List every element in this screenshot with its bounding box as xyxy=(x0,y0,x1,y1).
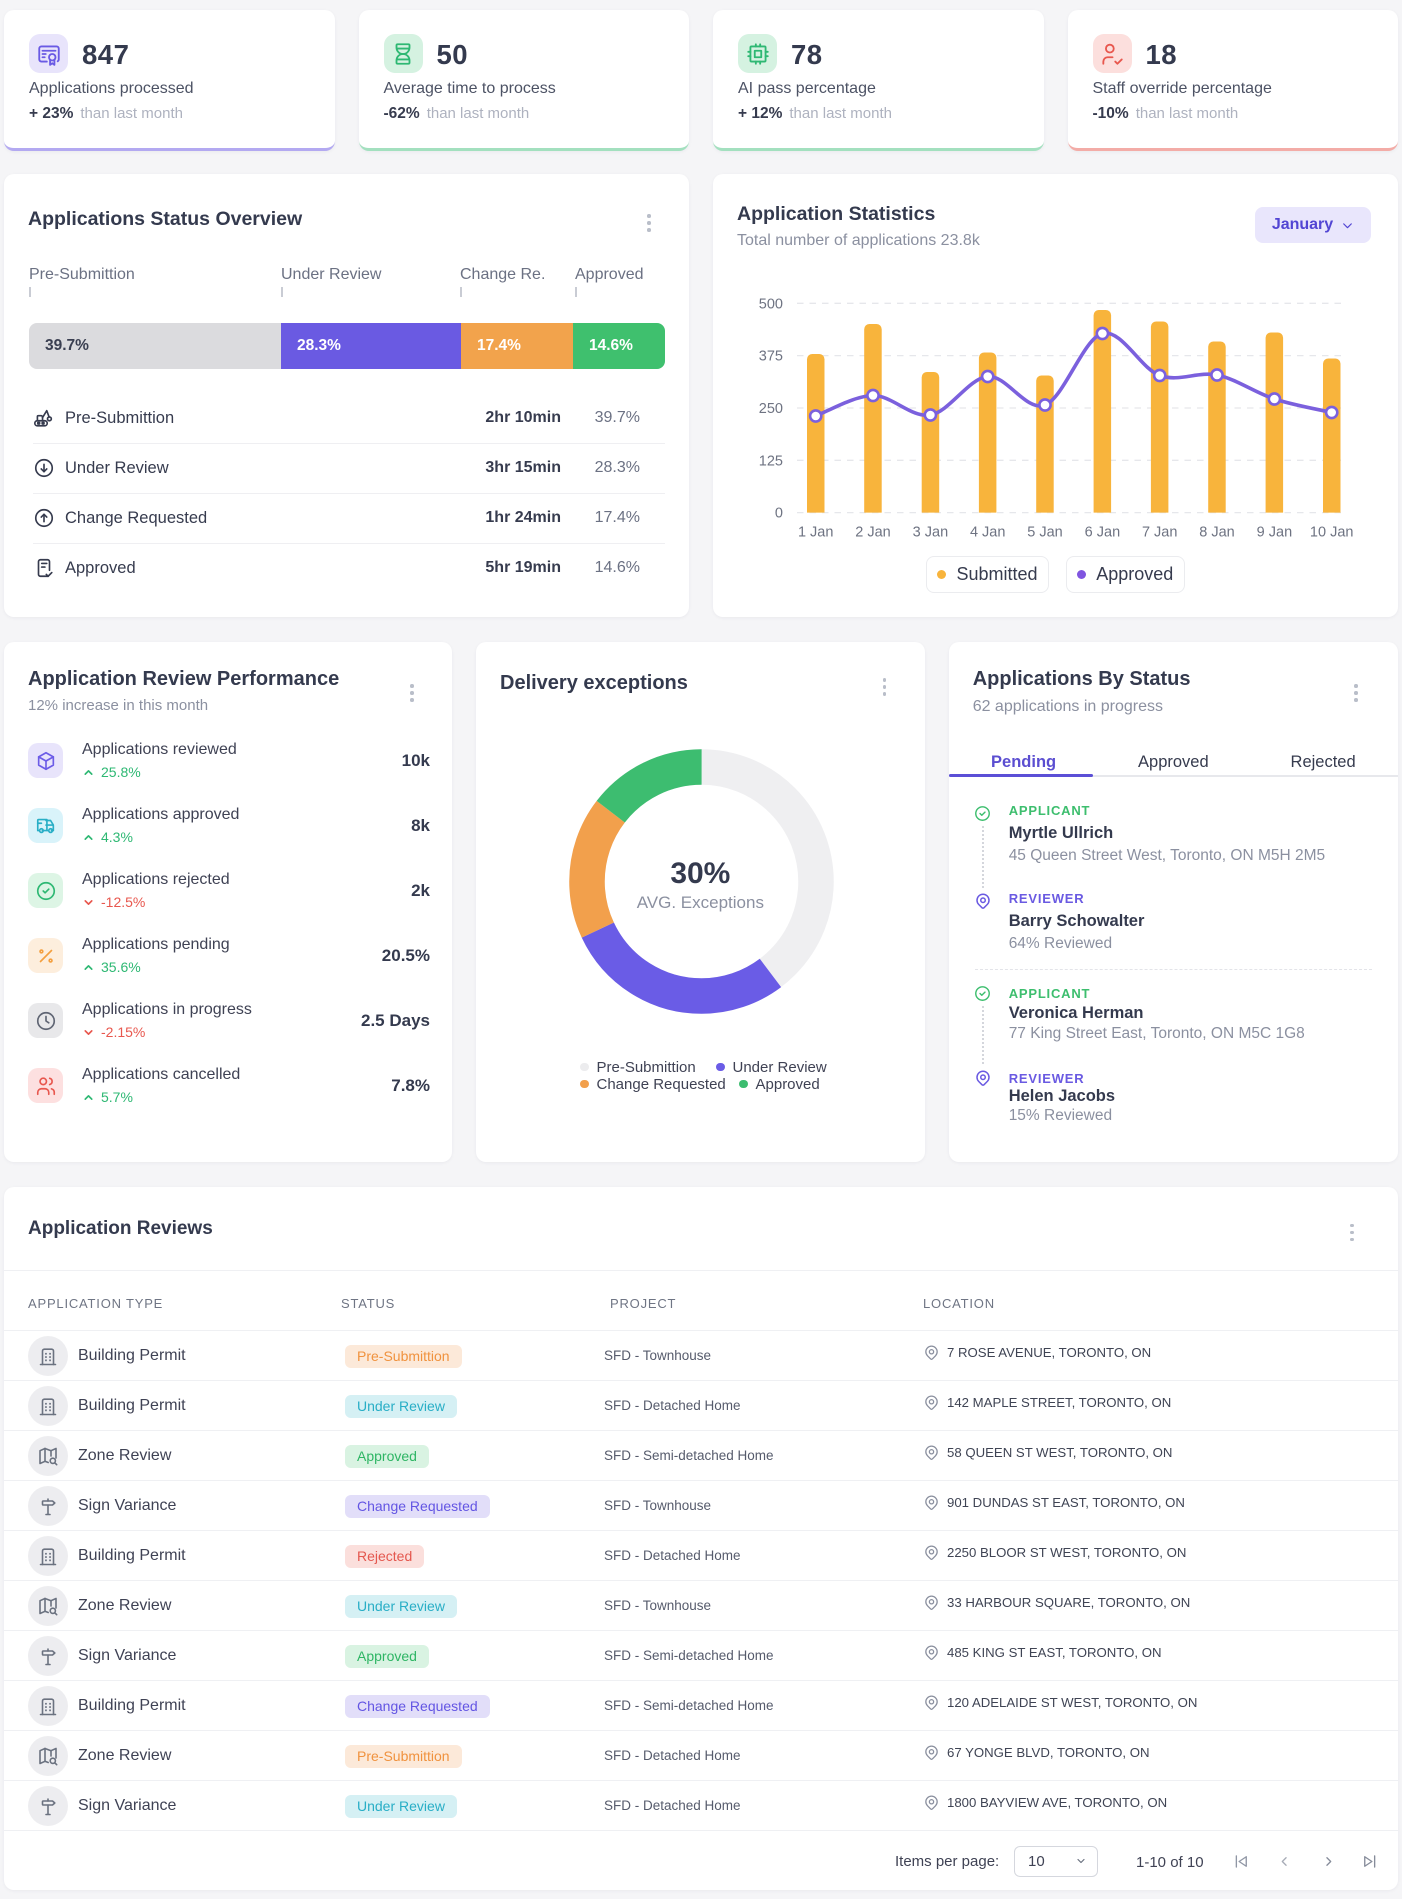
svg-text:500: 500 xyxy=(759,296,783,312)
svg-text:5 Jan: 5 Jan xyxy=(1027,525,1062,541)
svg-text:3 Jan: 3 Jan xyxy=(913,525,948,541)
svg-text:1 Jan: 1 Jan xyxy=(798,525,833,541)
svg-text:375: 375 xyxy=(759,349,783,365)
svg-text:9 Jan: 9 Jan xyxy=(1257,525,1292,541)
svg-text:4 Jan: 4 Jan xyxy=(970,525,1005,541)
svg-text:8 Jan: 8 Jan xyxy=(1199,525,1234,541)
svg-text:7 Jan: 7 Jan xyxy=(1142,525,1177,541)
svg-text:2 Jan: 2 Jan xyxy=(855,525,890,541)
svg-text:0: 0 xyxy=(775,506,783,522)
svg-text:125: 125 xyxy=(759,453,783,469)
svg-text:10 Jan: 10 Jan xyxy=(1310,525,1354,541)
svg-text:250: 250 xyxy=(759,401,783,417)
svg-text:6 Jan: 6 Jan xyxy=(1085,525,1120,541)
